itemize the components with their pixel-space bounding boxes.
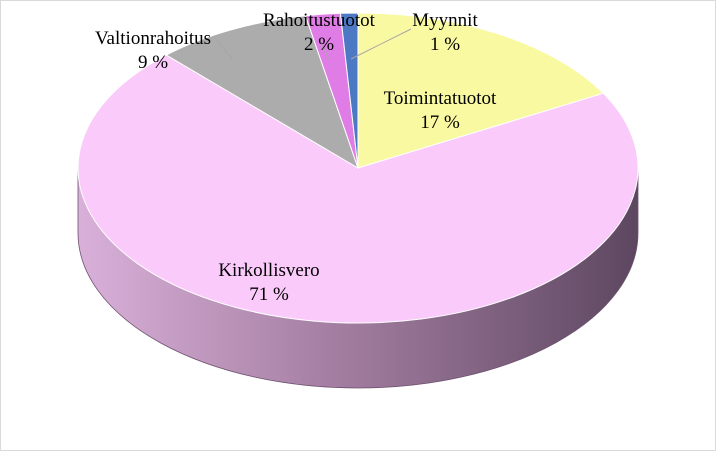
slice-label-percent: 17 %	[420, 112, 460, 133]
slice-label-name: Toimintatuotot	[384, 88, 497, 109]
slice-label-name: Valtionrahoitus	[95, 28, 211, 49]
slice-label-percent: 9 %	[138, 52, 168, 73]
pie-slice-valtionrahoitus	[165, 15, 359, 170]
slice-label-name: Myynnit	[412, 10, 478, 31]
leader-line-myynnit	[350, 28, 412, 60]
leader-line-valtionrahoitus	[216, 40, 234, 60]
pie-slice-toimintatuotot	[357, 12, 605, 169]
pie-slice-kirkollisvero	[77, 54, 639, 324]
leader-line-rahoitustuotot	[318, 38, 330, 60]
slice-label-percent: 2 %	[304, 34, 334, 55]
slice-label-percent: 71 %	[249, 284, 289, 305]
pie-slice-myynnit	[339, 12, 359, 169]
slice-label-percent: 1 %	[430, 34, 460, 55]
slice-label-name: Kirkollisvero	[218, 260, 319, 281]
slice-label-name: Rahoitustuotot	[263, 10, 376, 31]
